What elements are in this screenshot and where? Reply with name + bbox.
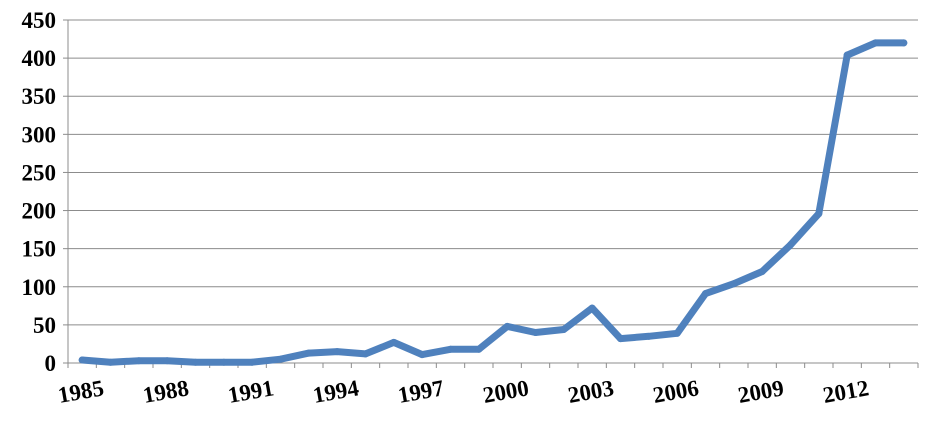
x-tick-label: 1997 bbox=[396, 375, 446, 408]
data-point bbox=[673, 329, 681, 337]
data-point bbox=[900, 39, 908, 47]
x-tick-label: 1988 bbox=[141, 375, 191, 408]
y-tick-label: 0 bbox=[45, 351, 57, 376]
axes bbox=[63, 19, 919, 368]
data-point bbox=[503, 322, 511, 330]
data-point bbox=[843, 51, 851, 59]
y-axis-tick-labels: 0 50 100 150 200 250 300 350 400 450 bbox=[22, 8, 57, 376]
x-axis-tick-labels: 1985 1988 1991 1994 1997 2000 2003 2006 2009 2012 bbox=[56, 375, 871, 408]
data-series bbox=[78, 39, 908, 366]
data-point bbox=[787, 241, 794, 249]
data-point bbox=[702, 290, 709, 298]
data-point bbox=[390, 338, 398, 346]
y-tick-label: 100 bbox=[22, 275, 57, 300]
data-point bbox=[192, 358, 199, 366]
x-tick-label: 2009 bbox=[736, 375, 786, 408]
data-point bbox=[333, 348, 341, 356]
gridlines bbox=[68, 19, 918, 326]
data-point bbox=[418, 351, 426, 359]
x-tick-label: 1994 bbox=[311, 375, 361, 408]
y-tick-label: 450 bbox=[22, 8, 57, 33]
data-point bbox=[248, 358, 256, 366]
data-point bbox=[277, 355, 284, 363]
y-tick-label: 300 bbox=[22, 122, 57, 147]
x-tick-label: 1991 bbox=[226, 375, 276, 408]
x-tick-label: 1985 bbox=[56, 375, 106, 408]
y-tick-label: 50 bbox=[33, 313, 56, 338]
data-point bbox=[163, 357, 171, 365]
data-point bbox=[78, 356, 86, 364]
y-tick-label: 350 bbox=[22, 84, 57, 109]
data-point bbox=[447, 345, 454, 353]
y-tick-label: 150 bbox=[22, 237, 57, 262]
data-point bbox=[220, 358, 228, 366]
y-tick-label: 400 bbox=[22, 46, 57, 71]
data-point bbox=[645, 332, 653, 340]
data-point bbox=[617, 335, 624, 343]
data-point bbox=[362, 350, 369, 358]
data-point bbox=[758, 268, 766, 276]
y-tick-label: 250 bbox=[22, 160, 57, 185]
y-tick-label: 200 bbox=[22, 199, 57, 224]
data-point bbox=[475, 345, 483, 353]
data-point bbox=[305, 349, 313, 357]
x-tick-label: 2003 bbox=[566, 375, 616, 408]
data-point bbox=[135, 357, 143, 365]
data-point bbox=[872, 39, 879, 47]
series-line-0 bbox=[78, 39, 908, 366]
x-tick-label: 2000 bbox=[481, 375, 531, 408]
x-tick-label: 2012 bbox=[821, 375, 871, 408]
data-point bbox=[107, 358, 114, 366]
x-tick-label: 2006 bbox=[651, 375, 701, 408]
data-point bbox=[532, 329, 539, 337]
data-point bbox=[588, 304, 596, 312]
data-point bbox=[730, 280, 738, 288]
data-point bbox=[815, 210, 823, 218]
data-point bbox=[560, 325, 568, 333]
